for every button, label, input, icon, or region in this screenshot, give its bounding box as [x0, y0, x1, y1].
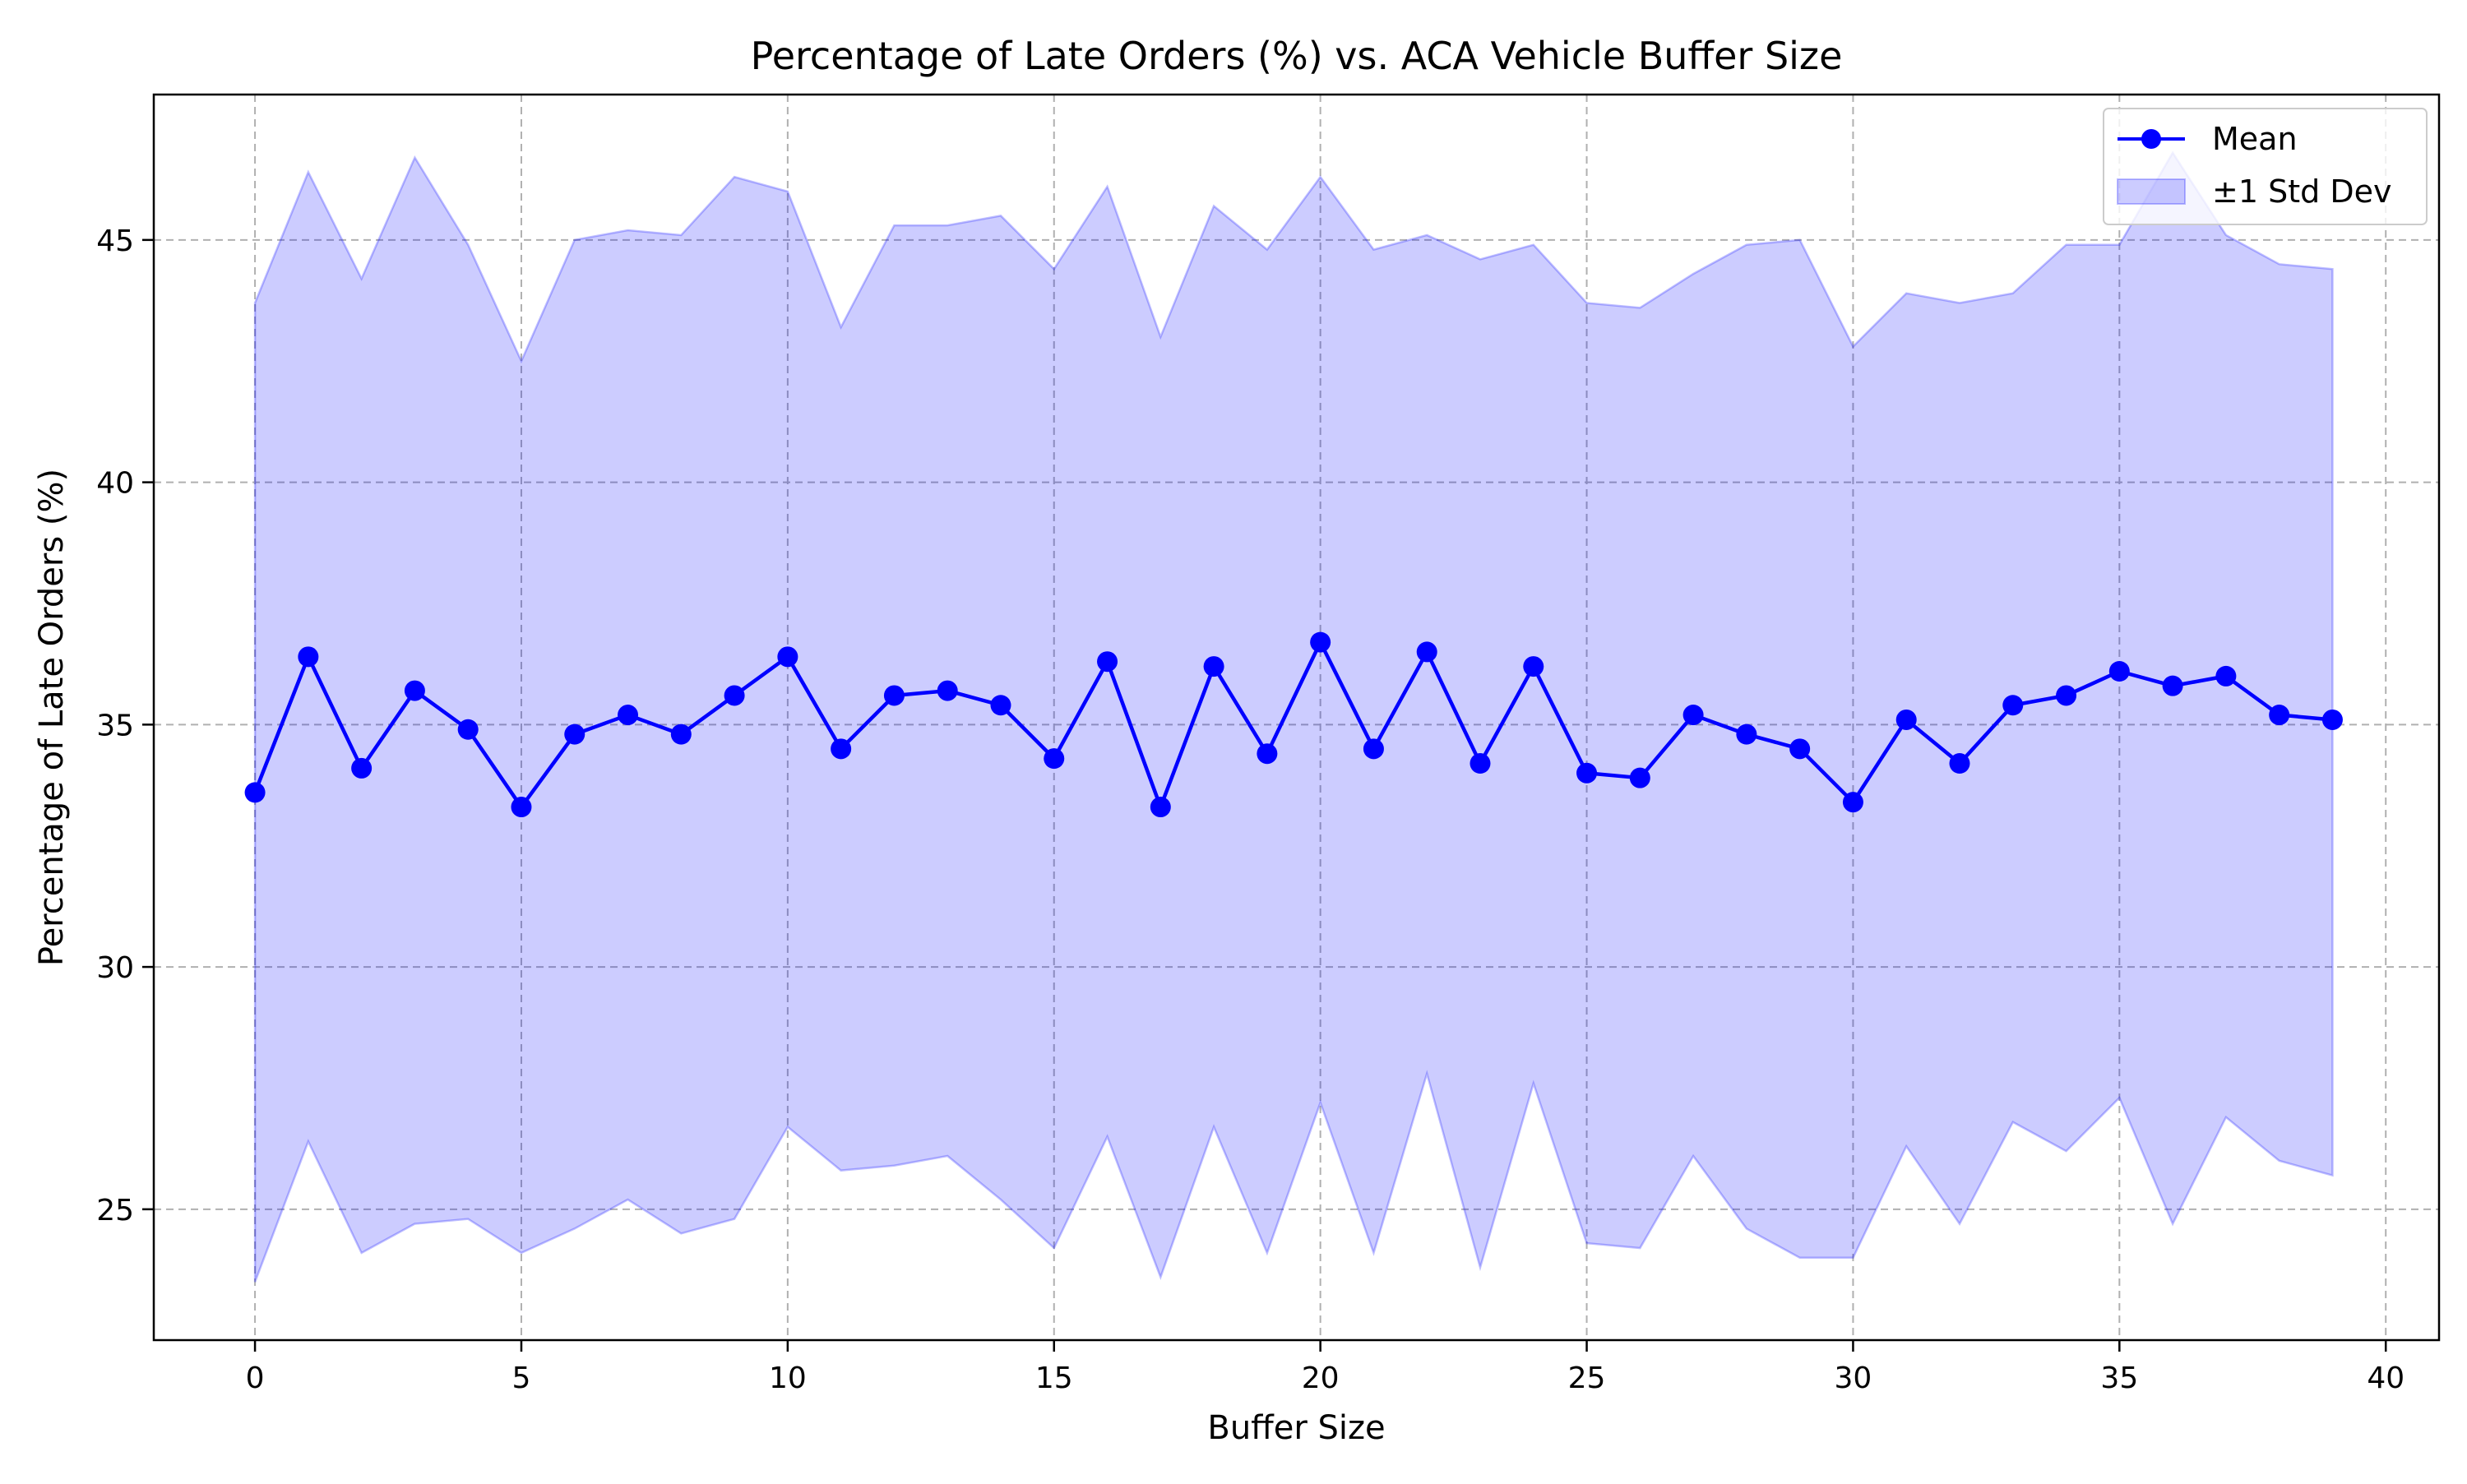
y-tick-label: 45	[96, 224, 134, 258]
x-tick-label: 5	[512, 1361, 531, 1395]
mean-data-point	[618, 705, 639, 726]
mean-data-point	[724, 685, 745, 706]
mean-data-point	[1470, 753, 1491, 774]
mean-data-point	[1789, 738, 1811, 760]
mean-data-point	[1203, 656, 1224, 677]
mean-data-point	[2108, 660, 2130, 682]
x-tick-label: 15	[1035, 1361, 1073, 1395]
mean-data-point	[244, 782, 266, 803]
mean-data-point	[1044, 748, 1065, 770]
mean-data-point	[1097, 651, 1118, 673]
mean-data-point	[2162, 675, 2183, 696]
mean-data-point	[1949, 753, 1970, 774]
x-tick-label: 40	[2367, 1361, 2405, 1395]
y-tick-label: 25	[96, 1194, 134, 1227]
x-tick-label: 0	[246, 1361, 265, 1395]
x-tick-label: 25	[1568, 1361, 1606, 1395]
mean-data-point	[883, 685, 905, 706]
mean-data-point	[1736, 724, 1757, 745]
mean-data-point	[937, 680, 958, 701]
mean-data-point	[2002, 695, 2024, 716]
std-dev-band	[253, 150, 2334, 1283]
legend-entry-std-dev: ±1 Std Dev	[2212, 173, 2391, 210]
mean-series-layer	[244, 631, 2343, 818]
mean-data-point	[1416, 641, 1437, 663]
std-dev-band-layer	[253, 150, 2334, 1283]
mean-data-point	[670, 724, 692, 745]
axis-ticks: 0 5 10 15 20 25 30 35 40 25 30 35 40 45	[96, 224, 2405, 1395]
mean-data-point	[404, 680, 425, 701]
mean-data-point	[564, 724, 586, 745]
mean-data-point	[2056, 685, 2077, 706]
mean-data-point	[1310, 631, 1331, 653]
x-tick-label: 10	[769, 1361, 807, 1395]
mean-data-point	[1682, 705, 1704, 726]
mean-data-point	[831, 738, 852, 760]
mean-data-point	[1629, 767, 1650, 788]
mean-data-point	[1895, 709, 1917, 730]
mean-data-point	[1150, 797, 1171, 818]
mean-data-point	[1842, 792, 1863, 813]
legend: Mean ±1 Std Dev	[2103, 108, 2428, 225]
x-tick-label: 20	[1302, 1361, 1340, 1395]
mean-data-point	[457, 719, 479, 740]
x-tick-label: 30	[1835, 1361, 1872, 1395]
y-tick-label: 40	[96, 467, 134, 501]
x-tick-label: 35	[2100, 1361, 2138, 1395]
y-tick-label: 35	[96, 709, 134, 742]
mean-data-point	[1257, 743, 1278, 765]
mean-data-point	[1363, 738, 1384, 760]
mean-data-point	[1576, 762, 1598, 784]
mean-data-point	[2215, 665, 2237, 687]
x-axis-label: Buffer Size	[1207, 1409, 1385, 1447]
legend-std-dev-swatch	[2117, 178, 2186, 205]
mean-data-point	[1523, 656, 1544, 677]
mean-data-point	[777, 646, 798, 668]
plot-frame	[152, 93, 2441, 1342]
legend-entry-mean: Mean	[2212, 121, 2298, 157]
mean-data-point	[990, 695, 1011, 716]
y-tick-label: 30	[96, 951, 134, 985]
mean-data-point	[2269, 705, 2290, 726]
chart-title: Percentage of Late Orders (%) vs. ACA Ve…	[751, 34, 1843, 78]
mean-data-point	[351, 757, 373, 779]
grid-lines	[154, 95, 2439, 1340]
mean-data-point	[511, 797, 532, 818]
y-axis-label: Percentage of Late Orders (%)	[33, 469, 71, 966]
mean-data-point	[2321, 709, 2343, 730]
mean-data-point	[298, 646, 319, 668]
mean-line	[252, 640, 2333, 809]
legend-mean-marker-swatch	[2141, 129, 2161, 149]
